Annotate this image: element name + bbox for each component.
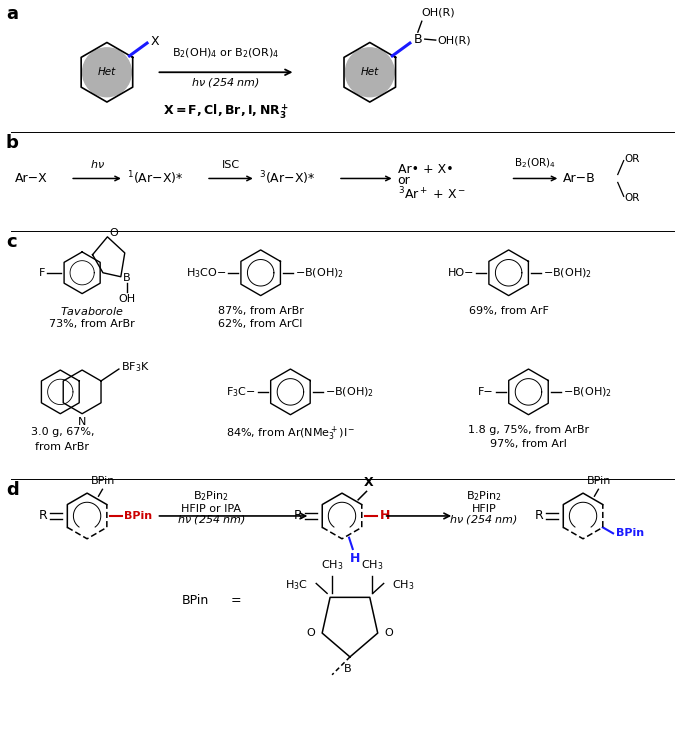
Text: $h\nu$: $h\nu$ (90, 157, 105, 169)
Text: 87%, from ArBr: 87%, from ArBr (218, 305, 303, 316)
Text: B: B (123, 273, 131, 283)
Text: H: H (349, 552, 360, 565)
Ellipse shape (345, 48, 394, 97)
Text: from ArBr: from ArBr (36, 441, 89, 451)
Text: B$_2$(OH)$_4$ or B$_2$(OR)$_4$: B$_2$(OH)$_4$ or B$_2$(OR)$_4$ (172, 47, 279, 60)
Text: F−: F− (478, 387, 494, 397)
Text: −B(OH)$_2$: −B(OH)$_2$ (543, 266, 593, 280)
Text: OR: OR (625, 193, 640, 203)
Text: CH$_3$: CH$_3$ (321, 558, 343, 572)
Text: =: = (231, 594, 241, 607)
Text: BF$_3$K: BF$_3$K (121, 360, 150, 374)
Text: B: B (414, 32, 422, 46)
Text: F$_3$C−: F$_3$C− (226, 385, 256, 399)
Ellipse shape (82, 48, 132, 97)
Text: X: X (364, 477, 373, 490)
Text: d: d (5, 481, 18, 499)
Text: $h\nu$ (254 nm): $h\nu$ (254 nm) (191, 76, 260, 89)
Text: 69%, from ArF: 69%, from ArF (469, 305, 549, 316)
Text: H: H (379, 509, 390, 523)
Text: 62%, from ArCl: 62%, from ArCl (219, 320, 303, 329)
Text: or: or (397, 174, 410, 187)
Text: HFIP or IPA: HFIP or IPA (181, 504, 241, 514)
Text: O: O (109, 228, 118, 238)
Text: $\bf{X = F, Cl, Br, I, NR_3^+}$: $\bf{X = F, Cl, Br, I, NR_3^+}$ (163, 102, 289, 121)
Text: BPin: BPin (182, 594, 208, 607)
Text: BPin: BPin (124, 511, 152, 521)
Text: $h\nu$ (254 nm): $h\nu$ (254 nm) (177, 513, 246, 526)
Text: CH$_3$: CH$_3$ (392, 578, 414, 593)
Text: HO−: HO− (447, 268, 474, 277)
Text: $\it{Tavaborole}$: $\it{Tavaborole}$ (60, 305, 124, 317)
Text: Het: Het (360, 67, 379, 77)
Text: 3.0 g, 67%,: 3.0 g, 67%, (31, 426, 94, 437)
Text: X: X (151, 35, 160, 47)
Text: B$_2$(OR)$_4$: B$_2$(OR)$_4$ (514, 156, 556, 169)
Text: b: b (5, 134, 18, 152)
Text: Het: Het (98, 67, 116, 77)
Text: 73%, from ArBr: 73%, from ArBr (49, 320, 135, 329)
Text: OH: OH (119, 293, 136, 304)
Text: −B(OH)$_2$: −B(OH)$_2$ (325, 385, 374, 399)
Text: O: O (306, 628, 315, 638)
Text: OR: OR (625, 153, 640, 164)
Text: BPin: BPin (587, 476, 612, 487)
Text: OH(R): OH(R) (422, 8, 456, 17)
Text: CH$_3$: CH$_3$ (360, 558, 383, 572)
Text: N: N (78, 417, 86, 427)
Text: OH(R): OH(R) (438, 35, 471, 45)
Text: $^3$Ar$^+$ + X$^-$: $^3$Ar$^+$ + X$^-$ (397, 186, 466, 202)
Text: R: R (38, 509, 47, 523)
Text: BPin: BPin (91, 476, 116, 487)
Text: −B(OH)$_2$: −B(OH)$_2$ (563, 385, 612, 399)
Text: 1.8 g, 75%, from ArBr: 1.8 g, 75%, from ArBr (468, 425, 589, 435)
Text: −B(OH)$_2$: −B(OH)$_2$ (295, 266, 345, 280)
Text: F: F (39, 268, 45, 277)
Text: B$_2$Pin$_2$: B$_2$Pin$_2$ (193, 490, 229, 503)
Text: 97%, from ArI: 97%, from ArI (490, 438, 567, 448)
Text: H$_3$CO−: H$_3$CO− (186, 266, 226, 280)
Text: ISC: ISC (222, 159, 240, 169)
Text: 84%, from Ar(NMe$_3^+$)I$^-$: 84%, from Ar(NMe$_3^+$)I$^-$ (225, 425, 356, 443)
Text: Ar−X: Ar−X (14, 172, 47, 185)
Text: a: a (5, 5, 18, 23)
Text: c: c (5, 233, 16, 251)
Text: $h\nu$ (254 nm): $h\nu$ (254 nm) (449, 513, 519, 526)
Text: R: R (294, 509, 302, 523)
Text: O: O (385, 628, 393, 638)
Text: B$_2$Pin$_2$: B$_2$Pin$_2$ (466, 490, 502, 503)
Text: Ar−B: Ar−B (563, 172, 596, 185)
Text: B: B (344, 664, 352, 674)
Text: $^3$(Ar−X)*: $^3$(Ar−X)* (259, 170, 315, 187)
Text: HFIP: HFIP (471, 504, 496, 514)
Text: Ar• + X•: Ar• + X• (397, 163, 453, 176)
Text: $^1$(Ar−X)*: $^1$(Ar−X)* (127, 170, 183, 187)
Text: R: R (534, 509, 543, 523)
Text: H$_3$C: H$_3$C (286, 578, 308, 593)
Text: BPin: BPin (616, 529, 644, 538)
